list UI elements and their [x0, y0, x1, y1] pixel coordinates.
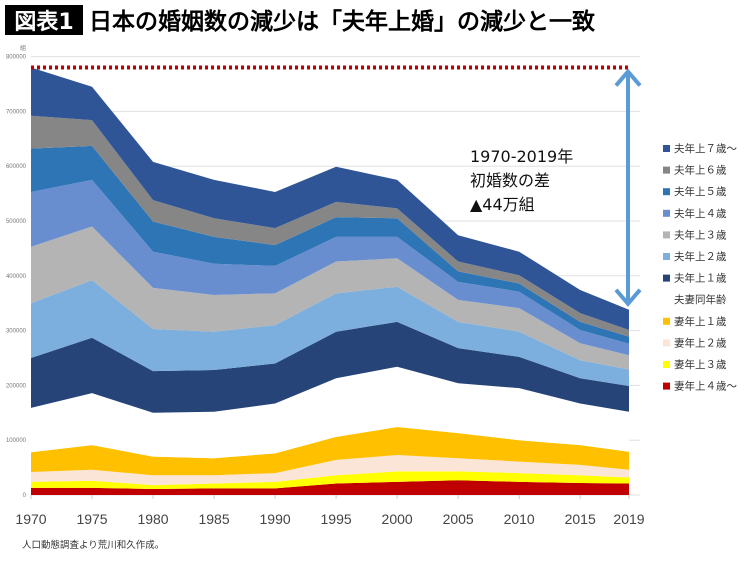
area-series-1 [31, 480, 629, 495]
area-series-5 [31, 366, 629, 459]
area-series-9 [31, 179, 629, 356]
y-axis-unit: 組 [20, 44, 26, 52]
legend-item: 夫年上３歳 [663, 228, 727, 241]
area-series-2 [31, 471, 629, 489]
legend-swatch [663, 274, 670, 282]
y-tick-label: 800000 [6, 55, 27, 61]
area-series-3 [31, 454, 629, 486]
legend-swatch [663, 166, 670, 174]
arrow-head-up [614, 68, 642, 87]
arrow-head-down [614, 288, 642, 307]
title-badge-text: 図表1 [14, 10, 73, 35]
x-tick-label: 1985 [198, 511, 229, 527]
legend-label: 妻年上１歳 [674, 315, 727, 328]
x-tick-label: 2000 [382, 511, 413, 527]
y-tick-label: 400000 [6, 274, 27, 280]
area-series-8 [31, 226, 629, 370]
legend-item: 夫年上６歳 [663, 164, 727, 177]
area-series-11 [31, 115, 629, 337]
x-tick-label: 2005 [443, 511, 474, 527]
legend-label: 夫年上７歳〜 [674, 142, 737, 155]
legend-swatch [663, 209, 670, 217]
legend-swatch [663, 253, 670, 260]
legend-label: 夫年上５歳 [674, 185, 727, 198]
x-tick-label: 1970 [15, 511, 46, 527]
legend-label: 夫年上６歳 [674, 164, 727, 177]
legend-swatch [663, 145, 670, 152]
legend-label: 夫年上４歳 [674, 207, 727, 220]
y-tick-label: 700000 [6, 109, 27, 115]
legend-item: 夫年上５歳 [663, 185, 727, 198]
y-tick-label: 0 [23, 493, 27, 499]
y-tick-label: 600000 [6, 164, 27, 170]
x-tick-label: 1980 [137, 511, 168, 527]
area-series-12 [31, 67, 629, 331]
annotation-line-3: ▲44万組 [470, 195, 535, 214]
y-tick-label: 100000 [6, 438, 27, 444]
legend-item: 妻年上４歳〜 [663, 380, 737, 393]
y-tick-label: 300000 [6, 329, 27, 335]
legend-swatch [663, 382, 670, 390]
area-series-6 [31, 321, 629, 413]
area-series-7 [31, 280, 629, 386]
legend-item: 妻年上３歳 [663, 358, 727, 371]
x-tick-label: 1995 [321, 511, 352, 527]
legend-item: 妻年上２歳 [663, 336, 727, 349]
legend-label: 夫年上３歳 [674, 228, 727, 241]
x-tick-label: 2010 [504, 511, 535, 527]
annotation-line-2: 初婚数の差 [470, 171, 550, 190]
legend-item: 夫年上４歳 [663, 207, 727, 220]
x-tick-label: 2019 [613, 511, 644, 527]
legend-swatch [663, 188, 670, 196]
legend-label: 夫年上２歳 [674, 250, 727, 263]
title-badge [5, 5, 83, 35]
x-tick-label: 1990 [260, 511, 291, 527]
x-tick-label: 1975 [76, 511, 107, 527]
x-tick-label: 2015 [565, 511, 596, 527]
area-series-10 [31, 145, 629, 344]
legend-label: 妻年上４歳〜 [674, 380, 737, 393]
y-tick-label: 200000 [6, 383, 27, 389]
legend-swatch [663, 231, 670, 239]
legend-item: 妻年上１歳 [663, 315, 727, 328]
legend-item: 夫年上２歳 [663, 250, 727, 263]
legend-item: 夫妻同年齢 [674, 293, 727, 306]
legend-label: 夫妻同年齢 [674, 293, 727, 306]
legend-swatch [663, 339, 670, 347]
legend-label: 夫年上１歳 [674, 272, 727, 285]
legend-item: 夫年上１歳 [663, 272, 727, 285]
y-tick-label: 500000 [6, 219, 27, 225]
legend-label: 妻年上２歳 [674, 336, 727, 349]
legend-label: 妻年上３歳 [674, 358, 727, 371]
source-note: 人口動態調査より荒川和久作成。 [22, 539, 164, 551]
chart-title: 日本の婚姻数の減少は「夫年上婚」の減少と一致 [89, 8, 596, 35]
legend-swatch [663, 361, 670, 368]
area-series-4 [31, 427, 629, 476]
legend-item: 夫年上７歳〜 [663, 142, 737, 155]
legend-swatch [663, 317, 670, 325]
annotation-line-1: 1970-2019年 [470, 147, 573, 166]
